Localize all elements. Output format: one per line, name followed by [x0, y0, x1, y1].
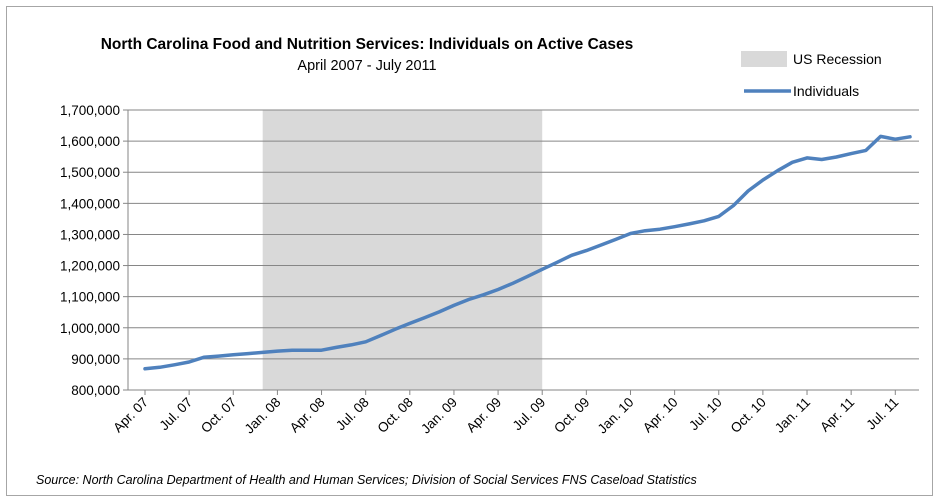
x-tick-label: Jan. 10: [595, 395, 637, 437]
x-tick-label: Oct. 10: [728, 395, 769, 436]
x-tick-label: Apr. 09: [463, 395, 504, 436]
legend-label-recession: US Recession: [793, 51, 882, 67]
x-tick-label: Oct. 07: [198, 395, 239, 436]
line-chart: 800,000 900,000 1,000,000 1,100,000 1,200,00…: [36, 36, 919, 487]
y-tick-label: 1,100,000: [60, 290, 120, 305]
x-tick-label: Apr. 11: [817, 395, 857, 435]
chart-title: North Carolina Food and Nutrition Servic…: [101, 36, 634, 53]
legend: US Recession Individuals: [741, 51, 882, 99]
chart-subtitle: April 2007 - July 2011: [297, 58, 436, 74]
recession-band: [262, 110, 543, 390]
y-tick-label: 1,300,000: [60, 227, 120, 242]
y-tick-label: 900,000: [71, 352, 120, 367]
y-tick-label: 800,000: [71, 383, 120, 398]
y-tick-label: 1,500,000: [60, 165, 120, 180]
y-tick-label: 1,400,000: [60, 196, 120, 211]
x-tick-label: Jul. 11: [863, 395, 901, 433]
x-tick-label: Jul. 09: [510, 395, 549, 434]
legend-swatch-recession: [741, 51, 787, 67]
x-tick-label: Jan. 08: [242, 395, 284, 437]
x-tick-label: Jan. 09: [418, 395, 460, 437]
y-tick-label: 1,700,000: [60, 103, 120, 118]
x-tick-label: Jul. 08: [333, 395, 372, 434]
y-tick-label: 1,000,000: [60, 321, 120, 336]
y-tick-label: 1,600,000: [60, 134, 120, 149]
y-tick-label: 1,200,000: [60, 259, 120, 274]
x-tick-label: Oct. 08: [375, 395, 416, 436]
x-tick-label: Apr. 07: [110, 395, 151, 436]
x-tick-label: Apr. 08: [287, 395, 328, 436]
x-tick-label: Jan. 11: [772, 395, 813, 436]
x-tick-label: Jul. 10: [686, 395, 725, 434]
legend-label-individuals: Individuals: [793, 83, 859, 99]
x-tick-label: Apr. 10: [640, 395, 681, 436]
source-note: Source: North Carolina Department of Hea…: [36, 473, 697, 487]
x-tick-label: Jul. 07: [157, 395, 196, 434]
series-line-individuals: [143, 134, 912, 371]
x-tick-label: Oct. 09: [551, 395, 592, 436]
chart-frame: 800,000 900,000 1,000,000 1,100,000 1,200,00…: [6, 6, 933, 496]
